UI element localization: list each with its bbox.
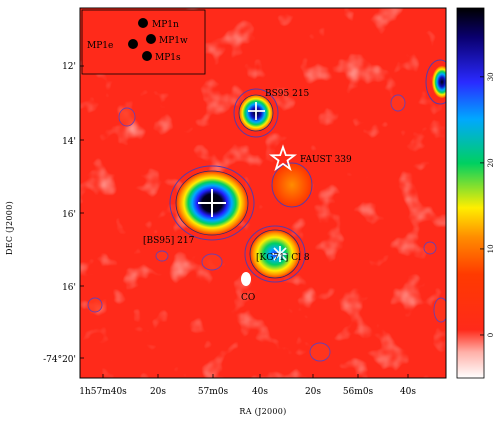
co-marker — [241, 272, 251, 286]
cross-bs95-215 — [248, 102, 265, 120]
asterisk-kg71 — [272, 246, 288, 262]
colorbar-tick-label: 20 — [487, 158, 495, 167]
colorbar-tick-label: 0 — [487, 333, 495, 337]
legend: MP1n MP1e MP1w MP1s — [81, 9, 206, 75]
source-top-right — [425, 59, 446, 105]
colorbar-tick-label: 10 — [487, 244, 495, 253]
y-tick-label: 16' — [62, 283, 76, 293]
legend-label-mp1s: MP1s — [155, 53, 181, 63]
x-tick-label: 1h57m40s — [79, 387, 127, 397]
star-faust-339 — [268, 144, 298, 172]
plot-frame — [79, 7, 447, 379]
legend-marker-mp1e — [128, 39, 138, 49]
legend-marker-mp1n — [138, 18, 148, 28]
colorbar-gradient — [456, 7, 485, 379]
legend-label-mp1n: MP1n — [152, 20, 179, 30]
x-tick-label: 20s — [150, 387, 166, 397]
annotation-co: CO — [241, 293, 255, 303]
cross-markers — [198, 102, 265, 217]
annotation-bs95-217: [BS95] 217 — [143, 236, 195, 246]
annotations: BS95 215 FAUST 339 [BS95] 217 [KG71] Cl … — [143, 89, 352, 303]
colorbar: 0 10 20 30 — [456, 7, 495, 379]
legend-label-mp1w: MP1w — [159, 36, 188, 46]
y-axis: 12' 14' 16' 16' -74°20' DEC (J2000) — [5, 62, 84, 365]
x-axis: 1h57m40s 20s 57m0s 40s 20s 56m0s 40s RA … — [79, 374, 416, 416]
x-tick-label: 56m0s — [343, 387, 374, 397]
x-tick-label: 40s — [400, 387, 416, 397]
annotation-bs95-215: BS95 215 — [265, 89, 310, 99]
x-axis-title: RA (J2000) — [239, 407, 286, 416]
y-tick-label: 12' — [62, 62, 76, 72]
colorbar-ticks: 0 10 20 30 — [480, 72, 495, 337]
legend-marker-mp1w — [146, 34, 156, 44]
y-tick-label: 16' — [62, 210, 76, 220]
colorbar-tick-label: 30 — [487, 72, 495, 81]
source-faust-339 — [271, 162, 313, 208]
legend-label-mp1e: MP1e — [87, 41, 113, 51]
annotation-faust-339: FAUST 339 — [300, 155, 352, 165]
y-tick-label: 14' — [62, 137, 76, 147]
annotation-kg71: [KG71] Cl 8 — [256, 253, 310, 263]
x-tick-label: 57m0s — [198, 387, 229, 397]
y-axis-title: DEC (J2000) — [5, 201, 14, 255]
legend-marker-mp1s — [142, 51, 152, 61]
x-tick-label: 40s — [252, 387, 268, 397]
contour-patches — [87, 94, 446, 362]
y-tick-label: -74°20' — [43, 355, 76, 365]
cross-bs95-217 — [198, 189, 226, 217]
x-tick-label: 20s — [305, 387, 321, 397]
